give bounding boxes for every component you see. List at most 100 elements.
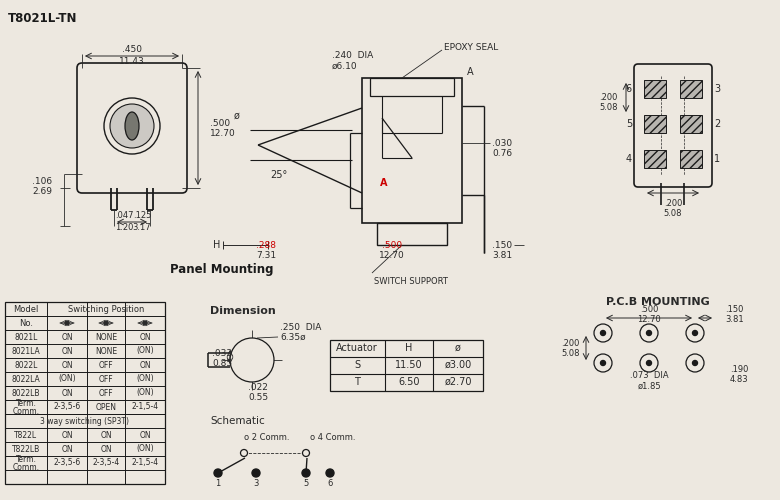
- Text: 4: 4: [626, 154, 632, 164]
- Text: 2: 2: [714, 119, 720, 129]
- Text: 2-3,5-6: 2-3,5-6: [53, 402, 80, 411]
- Text: .250  DIA: .250 DIA: [280, 322, 321, 332]
- Text: 25°: 25°: [270, 170, 287, 180]
- Text: 1.20: 1.20: [115, 222, 133, 232]
- Text: ON: ON: [100, 430, 112, 440]
- Text: .022: .022: [248, 382, 268, 392]
- Text: 5.08: 5.08: [664, 208, 682, 218]
- Text: Term.: Term.: [16, 400, 37, 408]
- Text: .033: .033: [212, 348, 232, 358]
- Text: 3.81: 3.81: [492, 250, 512, 260]
- Bar: [330, 340, 483, 391]
- Text: 3.81: 3.81: [725, 316, 743, 324]
- Text: 6.50: 6.50: [399, 377, 420, 387]
- Text: (ON): (ON): [136, 444, 154, 454]
- Text: P.C.B MOUNTING: P.C.B MOUNTING: [606, 297, 710, 307]
- Text: 2-3,5-6: 2-3,5-6: [53, 458, 80, 468]
- Text: 8022L: 8022L: [14, 360, 37, 370]
- Text: T: T: [354, 377, 360, 387]
- Circle shape: [143, 321, 147, 325]
- Text: 2.69: 2.69: [32, 186, 52, 196]
- Circle shape: [326, 469, 334, 477]
- Text: Actuator: Actuator: [336, 343, 378, 353]
- Text: .288: .288: [256, 240, 276, 250]
- FancyBboxPatch shape: [634, 64, 712, 187]
- Circle shape: [104, 321, 108, 325]
- Circle shape: [693, 330, 697, 336]
- Text: EPOXY SEAL: EPOXY SEAL: [444, 44, 498, 52]
- Text: 3.17: 3.17: [133, 222, 151, 232]
- Text: .500: .500: [382, 240, 402, 250]
- Text: 1: 1: [215, 478, 221, 488]
- Text: No.: No.: [19, 318, 33, 328]
- Text: ON: ON: [139, 332, 151, 342]
- Text: 11.50: 11.50: [395, 360, 423, 370]
- Text: 1: 1: [714, 154, 720, 164]
- Text: 5.08: 5.08: [562, 348, 580, 358]
- Text: 12.70: 12.70: [379, 250, 405, 260]
- Text: ON: ON: [61, 444, 73, 454]
- Text: ø: ø: [234, 111, 240, 121]
- Bar: [680, 150, 702, 168]
- Text: 8021LA: 8021LA: [12, 346, 41, 356]
- Bar: [5, 302, 165, 484]
- Circle shape: [252, 469, 260, 477]
- Circle shape: [647, 330, 651, 336]
- Text: ON: ON: [61, 430, 73, 440]
- Text: 2-1,5-4: 2-1,5-4: [132, 458, 158, 468]
- Text: ø6.10: ø6.10: [332, 62, 357, 70]
- Circle shape: [686, 354, 704, 372]
- Text: 0.76: 0.76: [492, 148, 512, 158]
- Text: .030: .030: [492, 138, 512, 147]
- Text: (ON): (ON): [136, 346, 154, 356]
- Text: (ON): (ON): [136, 388, 154, 398]
- Text: ON: ON: [61, 388, 73, 398]
- Text: 3: 3: [254, 478, 259, 488]
- Text: ON: ON: [61, 346, 73, 356]
- Text: OPEN: OPEN: [95, 402, 116, 411]
- Text: ø: ø: [455, 343, 461, 353]
- Text: OFF: OFF: [99, 388, 113, 398]
- Text: .047: .047: [115, 210, 133, 220]
- Bar: [680, 115, 702, 133]
- Bar: [377, 223, 447, 245]
- Text: NONE: NONE: [95, 332, 117, 342]
- Text: H: H: [406, 343, 413, 353]
- Text: Term.: Term.: [16, 456, 37, 464]
- Text: 8022LA: 8022LA: [12, 374, 41, 384]
- Text: 6.35ø: 6.35ø: [280, 332, 306, 342]
- Text: 6: 6: [626, 84, 632, 94]
- Circle shape: [594, 354, 612, 372]
- Bar: [680, 80, 702, 98]
- Circle shape: [647, 360, 651, 366]
- Text: 5: 5: [626, 119, 632, 129]
- Bar: [362, 78, 462, 223]
- Circle shape: [240, 450, 247, 456]
- Circle shape: [601, 330, 605, 336]
- Circle shape: [214, 469, 222, 477]
- Text: H: H: [213, 240, 220, 250]
- Text: ON: ON: [139, 360, 151, 370]
- Text: Dimension: Dimension: [210, 306, 276, 316]
- Circle shape: [302, 469, 310, 477]
- Text: .150: .150: [492, 240, 512, 250]
- Text: 5: 5: [303, 478, 309, 488]
- Text: A: A: [467, 67, 473, 77]
- Text: T822L: T822L: [15, 430, 37, 440]
- Text: ø1.85: ø1.85: [637, 382, 661, 390]
- Text: o 4 Comm.: o 4 Comm.: [310, 432, 356, 442]
- Text: OFF: OFF: [99, 374, 113, 384]
- Text: .240  DIA: .240 DIA: [332, 52, 374, 60]
- Text: OFF: OFF: [99, 360, 113, 370]
- Text: .200: .200: [664, 198, 682, 207]
- Text: 2-3,5-4: 2-3,5-4: [92, 458, 119, 468]
- Text: 3: 3: [714, 84, 720, 94]
- Text: 3 way switching (SP3T): 3 way switching (SP3T): [41, 416, 129, 426]
- Text: .200: .200: [600, 92, 618, 102]
- Text: 12.70: 12.70: [210, 128, 236, 138]
- Text: ø2.70: ø2.70: [445, 377, 472, 387]
- Text: S: S: [354, 360, 360, 370]
- Text: 11.43: 11.43: [119, 58, 145, 66]
- Circle shape: [303, 450, 310, 456]
- Circle shape: [686, 324, 704, 342]
